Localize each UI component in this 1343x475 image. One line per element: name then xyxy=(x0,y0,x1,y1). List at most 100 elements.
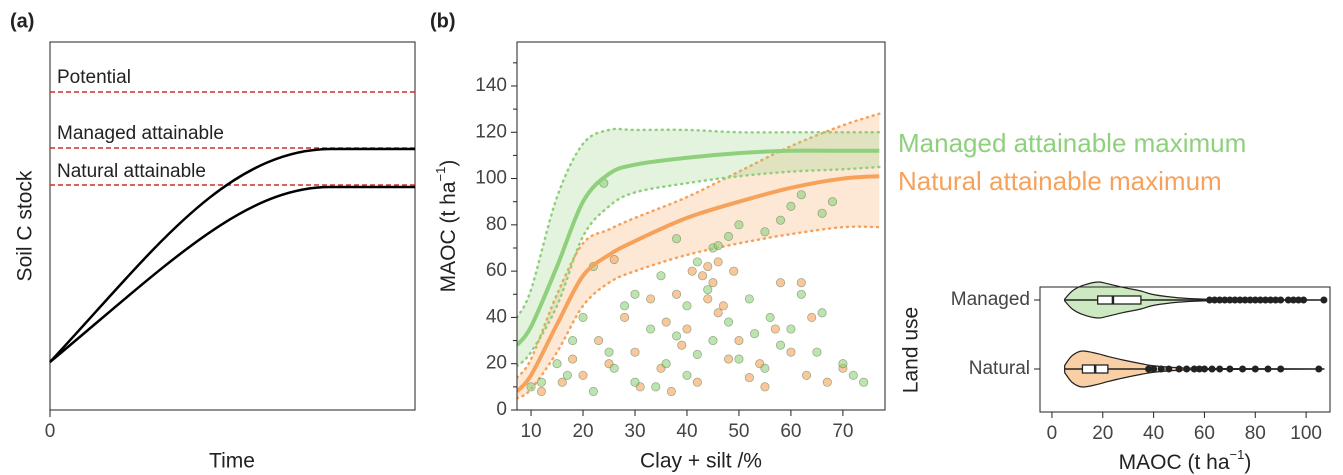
point xyxy=(713,308,723,318)
outlier xyxy=(1236,296,1244,304)
box xyxy=(1097,295,1142,305)
panel-label: (a) xyxy=(10,10,34,32)
point xyxy=(734,336,744,346)
point xyxy=(817,308,827,318)
point xyxy=(749,329,760,339)
point xyxy=(630,377,640,387)
point xyxy=(744,294,754,304)
point xyxy=(666,386,676,397)
outlier xyxy=(1231,296,1239,304)
x-tick-label: 70 xyxy=(832,421,853,442)
point xyxy=(801,370,812,380)
y-axis-label: Land use xyxy=(900,307,923,393)
x-tick-label: 80 xyxy=(1245,423,1266,444)
axis-label: MAOC (t ha−1) xyxy=(1119,447,1252,474)
outlier xyxy=(1157,365,1165,373)
outlier xyxy=(1264,365,1272,373)
outlier xyxy=(1208,365,1216,373)
x-tick-label: 50 xyxy=(728,421,749,442)
point xyxy=(775,278,786,288)
point xyxy=(630,289,640,299)
panel-a-frame xyxy=(49,41,416,411)
y-tick-label: 40 xyxy=(486,306,507,327)
outlier xyxy=(1175,365,1183,373)
point xyxy=(692,377,702,387)
point xyxy=(859,377,869,387)
outlier xyxy=(1256,296,1264,304)
point xyxy=(578,370,588,380)
outlier xyxy=(1226,296,1234,304)
point xyxy=(677,340,687,350)
point xyxy=(786,201,796,211)
outlier xyxy=(1272,296,1280,304)
x-tick-label: 20 xyxy=(1092,423,1113,444)
outlier xyxy=(1284,296,1292,304)
point xyxy=(723,231,734,241)
point xyxy=(723,354,734,364)
outlier xyxy=(1315,365,1323,373)
point xyxy=(672,289,682,299)
outlier xyxy=(1261,296,1269,304)
point xyxy=(620,301,630,311)
y-axis-label: Soil C stock xyxy=(14,170,37,281)
axis-label-part: −1 xyxy=(1230,447,1245,462)
point xyxy=(604,347,614,357)
point xyxy=(822,377,832,387)
point xyxy=(760,227,770,237)
point xyxy=(672,331,682,341)
annotation: Natural attainable xyxy=(57,161,206,182)
point xyxy=(672,234,682,244)
point xyxy=(718,301,728,311)
point xyxy=(708,278,718,288)
point xyxy=(729,266,739,276)
point xyxy=(796,278,806,288)
axis-label-part: ) xyxy=(1244,451,1251,474)
band xyxy=(517,113,880,399)
axis-label-part: ) xyxy=(437,160,460,167)
point xyxy=(646,294,656,304)
point xyxy=(562,370,572,380)
x-tick-label: 60 xyxy=(780,421,801,442)
outlier xyxy=(1216,365,1224,373)
outlier xyxy=(1241,296,1249,304)
x-tick-label: 100 xyxy=(1290,423,1322,444)
x-tick-label: 20 xyxy=(572,421,593,442)
point xyxy=(568,354,578,364)
point xyxy=(807,312,817,322)
panel-label: (b) xyxy=(430,10,456,32)
point xyxy=(698,271,708,281)
outlier xyxy=(1200,365,1208,373)
point xyxy=(552,359,562,369)
axis-label-part: −1 xyxy=(433,167,448,182)
point xyxy=(713,257,723,267)
point xyxy=(708,336,718,346)
point xyxy=(661,317,671,327)
annotation: Managed attainable xyxy=(57,123,224,144)
point xyxy=(682,370,692,380)
x-tick-label: 40 xyxy=(1143,423,1164,444)
lower-bound xyxy=(517,225,881,400)
point xyxy=(687,266,697,276)
point xyxy=(661,359,671,369)
point xyxy=(536,386,546,397)
y-tick-label: 80 xyxy=(486,214,507,235)
point xyxy=(646,324,656,334)
point xyxy=(723,317,734,327)
outlier xyxy=(1239,365,1247,373)
outlier xyxy=(1226,365,1234,373)
y-tick-label: 60 xyxy=(486,260,507,281)
point xyxy=(734,354,744,364)
point xyxy=(536,377,546,387)
x-tick-label: 0 xyxy=(1047,423,1058,444)
outlier xyxy=(1150,365,1158,373)
mean-curve xyxy=(517,148,880,347)
point xyxy=(682,324,692,334)
point xyxy=(812,347,822,357)
point xyxy=(609,255,619,265)
frame xyxy=(516,41,886,411)
point xyxy=(703,294,713,304)
curve-label: Managed attainable maximum xyxy=(898,128,1246,158)
y-tick-label: 100 xyxy=(475,168,507,189)
lower-bound xyxy=(517,165,881,368)
point xyxy=(651,382,661,392)
